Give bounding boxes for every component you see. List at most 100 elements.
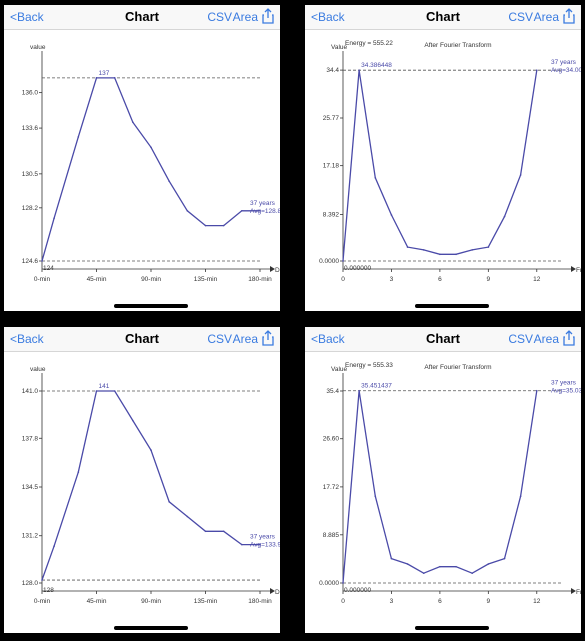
y-tick-label: 35.4 bbox=[326, 388, 339, 395]
data-point bbox=[113, 77, 116, 79]
y-tick-label: 0.0000 bbox=[319, 258, 339, 265]
data-point bbox=[439, 565, 441, 568]
data-point bbox=[358, 69, 360, 71]
data-point bbox=[519, 174, 522, 176]
x-axis-arrow bbox=[270, 588, 275, 594]
y-tick-label: 8.885 bbox=[323, 532, 340, 539]
x-axis-arrow bbox=[571, 266, 576, 272]
data-point bbox=[41, 579, 43, 581]
csv-button[interactable]: CSV bbox=[207, 332, 232, 346]
data-point bbox=[168, 180, 170, 183]
y-tick-label: 8.392 bbox=[323, 211, 340, 218]
x-tick-label: 12 bbox=[533, 598, 541, 605]
y-axis-label: value bbox=[30, 44, 46, 51]
area-button[interactable]: Area bbox=[533, 10, 559, 24]
x-tick-label: 0 bbox=[341, 276, 345, 283]
share-icon[interactable] bbox=[262, 8, 274, 29]
data-point bbox=[41, 260, 43, 262]
y-tick-label: 130.5 bbox=[22, 171, 39, 178]
area-button[interactable]: Area bbox=[232, 10, 258, 24]
x-tick-label: 3 bbox=[390, 598, 394, 605]
y-tick-label: 134.5 bbox=[22, 484, 39, 491]
area-button[interactable]: Area bbox=[232, 332, 258, 346]
series-label: 37 years bbox=[551, 59, 577, 66]
y-tick-label: 141.0 bbox=[22, 388, 39, 395]
data-point bbox=[95, 77, 98, 79]
data-point bbox=[113, 390, 116, 392]
x-tick-label: 6 bbox=[438, 276, 442, 283]
x-tick-label: 6 bbox=[438, 598, 442, 605]
data-point bbox=[342, 582, 344, 584]
min-value-label: 0.000000 bbox=[344, 587, 371, 594]
data-point bbox=[77, 136, 80, 138]
energy-label: Energy = 555.33 bbox=[345, 362, 393, 369]
data-point bbox=[406, 246, 409, 248]
data-point bbox=[95, 390, 98, 392]
data-point bbox=[53, 217, 55, 219]
x-tick-label: 45-min bbox=[87, 276, 107, 283]
x-axis-label: Date bbox=[275, 589, 280, 596]
home-indicator bbox=[415, 304, 489, 308]
home-indicator bbox=[114, 304, 188, 308]
y-tick-label: 26.60 bbox=[323, 436, 340, 443]
y-tick-label: 128.2 bbox=[22, 205, 39, 212]
chart-panel-top-right: <Back Chart CSV Area Frequency Value After… bbox=[305, 5, 581, 311]
back-button[interactable]: <Back bbox=[311, 10, 345, 24]
line-chart: Date value 124.6 128.2 130.5 133.6 136.0 0-min 4… bbox=[22, 44, 280, 283]
data-point bbox=[259, 543, 261, 546]
series-label: Avg=133.95 bbox=[250, 542, 280, 549]
data-point bbox=[390, 214, 393, 216]
y-tick-label: 17.18 bbox=[323, 163, 340, 170]
data-point bbox=[487, 246, 490, 248]
csv-button[interactable]: CSV bbox=[508, 10, 533, 24]
x-axis-arrow bbox=[270, 266, 275, 272]
data-point bbox=[204, 224, 207, 227]
y-axis-label: Value bbox=[331, 44, 348, 51]
csv-button[interactable]: CSV bbox=[508, 332, 533, 346]
data-point bbox=[422, 572, 425, 575]
back-button[interactable]: <Back bbox=[10, 10, 44, 24]
share-icon[interactable] bbox=[262, 330, 274, 351]
x-tick-label: 9 bbox=[487, 598, 491, 605]
data-series-line bbox=[41, 77, 260, 262]
data-series-line bbox=[342, 390, 538, 584]
home-indicator bbox=[415, 626, 489, 630]
data-point bbox=[471, 572, 473, 575]
data-point bbox=[53, 545, 55, 547]
y-tick-label: 131.2 bbox=[22, 533, 39, 540]
x-axis-label: Frequency bbox=[576, 589, 581, 596]
chart-panel-top-left: <Back Chart CSV Area Date value 124.6 128.2… bbox=[4, 5, 280, 311]
back-button[interactable]: <Back bbox=[311, 332, 345, 346]
chart-panel-bottom-left: <Back Chart CSV Area Date value 128.0 131.2… bbox=[4, 327, 280, 633]
data-point bbox=[241, 209, 243, 212]
data-point bbox=[241, 543, 243, 546]
share-icon[interactable] bbox=[563, 330, 575, 351]
data-point bbox=[150, 449, 152, 451]
data-point bbox=[422, 249, 425, 251]
x-tick-label: 180-min bbox=[248, 598, 272, 605]
data-point bbox=[342, 260, 344, 262]
back-button[interactable]: <Back bbox=[10, 332, 44, 346]
csv-button[interactable]: CSV bbox=[207, 10, 232, 24]
data-point bbox=[503, 557, 506, 560]
line-chart: Date value 128.0 131.2 134.5 137.8 141.0 0-min 4… bbox=[22, 366, 280, 605]
share-icon[interactable] bbox=[563, 8, 575, 29]
x-tick-label: 0-min bbox=[34, 276, 51, 283]
y-tick-label: 34.4 bbox=[326, 67, 339, 74]
y-tick-label: 133.6 bbox=[22, 125, 39, 132]
data-point bbox=[186, 515, 189, 518]
series-label: Avg=34.00 bbox=[551, 67, 581, 74]
data-point bbox=[132, 121, 134, 123]
min-value-label: 128 bbox=[43, 587, 54, 594]
x-tick-label: 135-min bbox=[194, 598, 218, 605]
data-point bbox=[535, 389, 538, 392]
data-point bbox=[222, 224, 225, 227]
series-label: 37 years bbox=[250, 200, 276, 207]
x-tick-label: 90-min bbox=[141, 276, 161, 283]
y-axis-label: value bbox=[30, 366, 46, 373]
x-tick-label: 12 bbox=[533, 276, 541, 283]
area-button[interactable]: Area bbox=[533, 332, 559, 346]
data-point bbox=[487, 563, 490, 565]
min-value-label: 0.000000 bbox=[344, 265, 371, 272]
series-label: 37 years bbox=[250, 534, 276, 541]
